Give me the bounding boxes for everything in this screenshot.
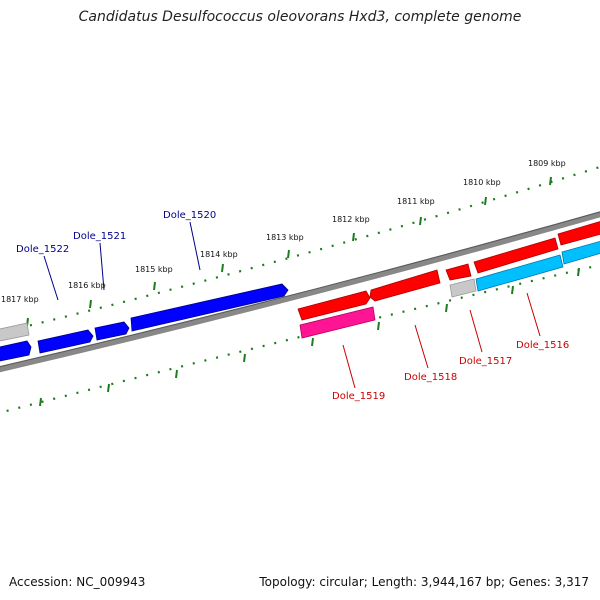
gene-arrow-dole-1520: [130, 283, 289, 332]
gene-label: Dole_1516: [516, 340, 569, 351]
gene-arrow-dole-1519: [299, 306, 376, 339]
gene-arrow-dole-1517-grey: [449, 278, 477, 298]
gene-arrow-dole-1519-top: [297, 290, 371, 321]
tick-label: 1810 kbp: [463, 178, 501, 187]
reverse-strand-genes: [0, 283, 289, 362]
topology-text: Topology: circular; Length: 3,944,167 bp…: [259, 575, 589, 589]
inner-tick-track: [0, 263, 600, 414]
gene-arrow-dole-1517-red: [445, 263, 472, 281]
gene-label: Dole_1519: [332, 391, 385, 402]
tick-labels: 1817 kbp 1816 kbp 1815 kbp 1814 kbp 1813…: [1, 159, 566, 304]
gene-labels: Dole_1522 Dole_1521 Dole_1520 Dole_1519 …: [16, 210, 569, 402]
tick-label: 1811 kbp: [397, 197, 435, 206]
gene-label: Dole_1522: [16, 244, 69, 255]
tick-label: 1815 kbp: [135, 265, 173, 274]
tick-label: 1813 kbp: [266, 233, 304, 242]
gene-arrow-edge-cyan: [561, 240, 600, 265]
gene-label: Dole_1521: [73, 231, 126, 242]
gene-arrow-other: [0, 322, 30, 342]
gene-arrow-dole-1522: [0, 340, 32, 362]
gene-label: Dole_1518: [404, 372, 457, 383]
tick-label: 1809 kbp: [528, 159, 566, 168]
gene-label: Dole_1520: [163, 210, 216, 221]
tick-label: 1816 kbp: [68, 281, 106, 290]
gene-arrow-dole-1521: [37, 329, 94, 354]
gene-arrow-dole-1516: [475, 254, 564, 292]
tick-label: 1814 kbp: [200, 250, 238, 259]
tick-label: 1812 kbp: [332, 215, 370, 224]
gene-arrow-dole-1520-small: [94, 321, 130, 341]
gene-arrow-dole-1518: [369, 269, 441, 302]
gene-label: Dole_1517: [459, 356, 512, 367]
label-leaders: [43, 221, 541, 389]
genome-backbone: [0, 211, 600, 373]
gene-arrow-dole-1516-red: [473, 237, 559, 274]
tick-label: 1817 kbp: [1, 295, 39, 304]
forward-strand-genes: [297, 221, 600, 339]
gene-arrow-edge-red: [557, 221, 600, 246]
genome-title: Candidatus Desulfococcus oleovorans Hxd3…: [78, 9, 522, 25]
accession-text: Accession: NC_009943: [9, 575, 146, 589]
outer-tick-track: [0, 165, 600, 334]
